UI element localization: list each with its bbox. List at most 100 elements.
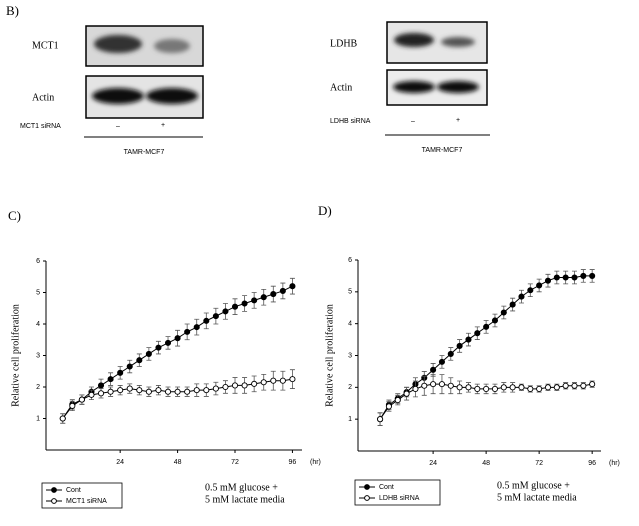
y-tick-label: 5: [348, 289, 352, 296]
point: [145, 350, 152, 357]
point: [88, 391, 95, 398]
point: [456, 384, 463, 391]
blot-label: Actin: [32, 92, 54, 103]
point: [580, 272, 587, 279]
point: [270, 291, 277, 298]
treatment-label: MCT1 siRNA: [20, 123, 61, 130]
point: [483, 385, 490, 392]
point: [251, 380, 258, 387]
point: [270, 377, 277, 384]
legend-marker: [364, 495, 370, 501]
panel-label: D): [318, 203, 332, 218]
point: [107, 388, 114, 395]
point: [491, 317, 499, 324]
point: [117, 387, 124, 394]
point: [251, 297, 258, 304]
y-tick-label: 2: [348, 384, 352, 391]
point: [491, 385, 499, 392]
series-line: [62, 285, 293, 419]
point: [509, 301, 516, 308]
point: [260, 379, 267, 386]
point: [136, 357, 143, 364]
point: [456, 342, 463, 350]
y-tick-label: 6: [348, 257, 352, 264]
point: [394, 397, 401, 404]
point: [126, 363, 133, 370]
band: [394, 33, 434, 47]
point: [164, 339, 172, 346]
x-tick-label: 96: [289, 459, 297, 466]
y-tick-label: 1: [36, 415, 40, 422]
legend-box: [41, 482, 123, 509]
point: [260, 294, 267, 301]
point: [97, 382, 105, 389]
series-line: [62, 378, 293, 419]
point: [518, 384, 525, 391]
legend-label: LDHB siRNA: [379, 495, 420, 502]
point: [136, 387, 143, 394]
point: [465, 336, 472, 343]
point: [412, 385, 419, 392]
point: [527, 287, 534, 294]
point: [241, 300, 248, 307]
y-tick-label: 5: [36, 289, 40, 296]
point: [430, 366, 437, 373]
point: [553, 274, 560, 281]
band: [441, 37, 475, 47]
x-tick-label: 48: [174, 459, 182, 466]
treatment-label: LDHB siRNA: [330, 118, 371, 125]
point: [403, 390, 410, 397]
annotation: 0.5 mM glucose +: [497, 480, 570, 491]
panel-label: C): [8, 208, 21, 223]
point: [500, 309, 507, 316]
point: [222, 383, 229, 391]
y-axis-label: Relative cell proliferation: [324, 304, 335, 407]
band: [154, 39, 190, 53]
band: [92, 88, 144, 104]
point: [474, 330, 481, 337]
y-axis-label: Relative cell proliferation: [10, 304, 21, 407]
point: [447, 350, 454, 357]
point: [430, 381, 437, 388]
point: [78, 396, 85, 403]
point: [562, 382, 569, 389]
legend-marker: [51, 487, 57, 493]
band: [94, 35, 142, 53]
y-tick-label: 3: [36, 352, 40, 359]
x-tick-label: 96: [588, 460, 596, 467]
band: [146, 88, 198, 104]
point: [212, 385, 219, 392]
point: [174, 335, 181, 342]
point: [155, 387, 162, 394]
point: [279, 287, 286, 294]
x-tick-label: 48: [482, 460, 490, 467]
lane-label: +: [161, 122, 165, 129]
point: [589, 272, 596, 279]
point: [544, 384, 552, 391]
point: [438, 358, 445, 365]
point: [174, 388, 181, 395]
point: [536, 385, 543, 392]
annotation: 5 mM lactate media: [497, 492, 577, 503]
lane-label: –: [116, 123, 120, 130]
point: [571, 274, 578, 281]
point: [184, 328, 191, 335]
cell-line: TAMR-MCF7: [124, 149, 165, 156]
point: [553, 384, 560, 391]
point: [580, 382, 587, 389]
point: [222, 308, 229, 315]
point: [509, 384, 516, 391]
legend-box: [354, 479, 441, 506]
x-unit: (hr): [310, 459, 321, 466]
series-line: [379, 275, 593, 420]
x-unit: (hr): [609, 460, 620, 467]
point: [377, 416, 384, 423]
point: [126, 385, 133, 392]
point: [155, 344, 162, 351]
annotation: 5 mM lactate media: [205, 494, 285, 505]
point: [164, 388, 172, 395]
point: [241, 382, 248, 389]
y-tick-label: 4: [36, 321, 40, 328]
point: [562, 274, 569, 281]
y-tick-label: 2: [36, 384, 40, 391]
